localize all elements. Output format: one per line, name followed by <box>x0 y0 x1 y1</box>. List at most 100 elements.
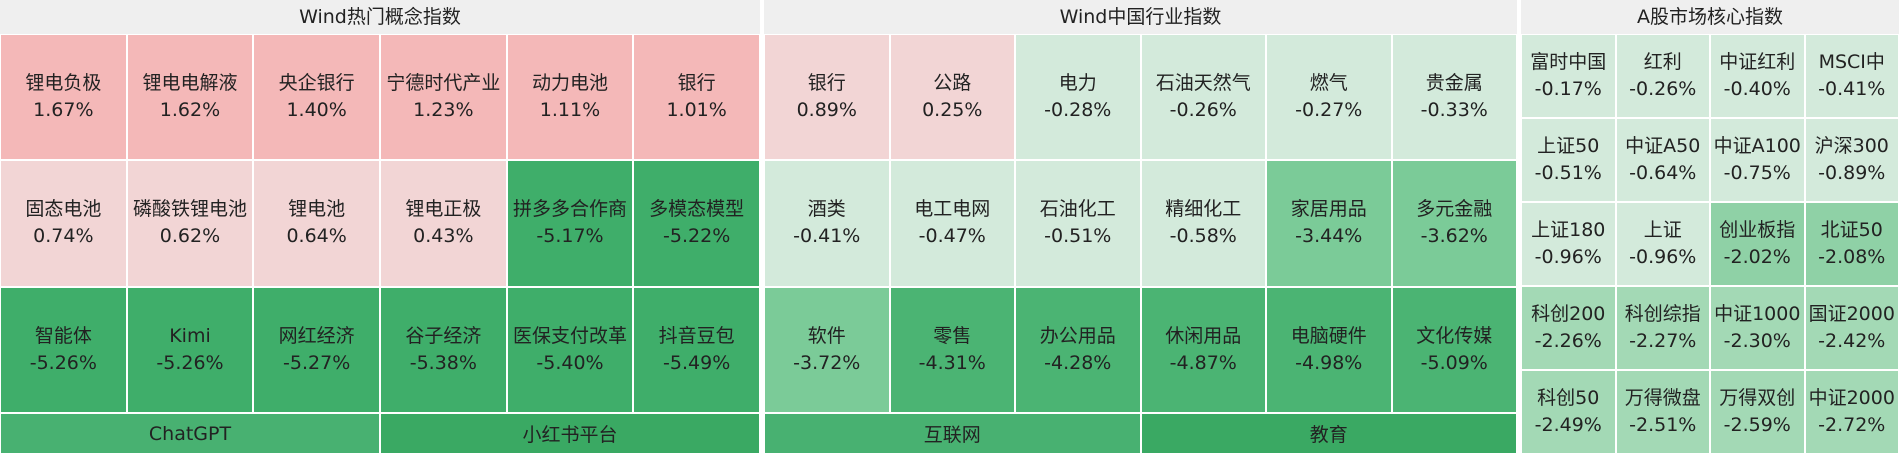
index-tile[interactable]: Kimi -5.26% <box>126 286 254 413</box>
tile-value: -0.26% <box>1629 78 1697 100</box>
index-tile[interactable]: 电脑硬件 -4.98% <box>1266 286 1392 413</box>
index-tile[interactable]: 电工电网 -0.47% <box>889 160 1015 287</box>
index-tile[interactable]: 红利 -0.26% <box>1615 34 1710 118</box>
tile-value: -0.96% <box>1534 246 1602 268</box>
tile-name: 中证A100 <box>1713 135 1801 157</box>
index-tile[interactable]: 宁德时代产业 1.23% <box>380 34 507 161</box>
tile-value: -5.22% <box>663 225 731 248</box>
index-tile[interactable]: 酒类 -0.41% <box>764 160 890 287</box>
tile-value: -0.96% <box>1629 246 1697 268</box>
index-tile[interactable]: 办公用品 -4.28% <box>1015 286 1141 413</box>
tile-value: 0.43% <box>413 225 474 248</box>
tile-value: -2.49% <box>1534 414 1602 436</box>
index-tile[interactable]: 中证A100 -0.75% <box>1710 118 1805 202</box>
tile-name: 沪深300 <box>1814 135 1889 157</box>
index-tile[interactable]: 锂电负极 1.67% <box>0 34 127 161</box>
index-tile[interactable]: 科创综指 -2.27% <box>1615 286 1710 370</box>
tile-value: -2.72% <box>1818 414 1886 436</box>
tile-value: -0.40% <box>1723 78 1791 100</box>
group-bar[interactable]: 互联网 <box>764 413 1141 454</box>
group-bar[interactable]: 小红书平台 <box>380 413 760 454</box>
tile-value: -3.72% <box>793 351 861 374</box>
index-tile[interactable]: 贵金属 -0.33% <box>1391 34 1517 161</box>
tile-name: 电脑硬件 <box>1290 324 1367 347</box>
index-tile[interactable]: 科创200 -2.26% <box>1521 286 1616 370</box>
tile-value: -4.28% <box>1044 351 1112 374</box>
index-tile[interactable]: 石油化工 -0.51% <box>1015 160 1141 287</box>
index-tile[interactable]: 休闲用品 -4.87% <box>1140 286 1266 413</box>
tile-value: -0.64% <box>1629 162 1697 184</box>
index-tile[interactable]: 电力 -0.28% <box>1015 34 1141 161</box>
tile-value: -5.26% <box>29 351 97 374</box>
tile-name: 万得双创 <box>1719 387 1796 409</box>
index-tile[interactable]: 动力电池 1.11% <box>506 34 634 161</box>
index-tile[interactable]: MSCI中 -0.41% <box>1804 34 1899 118</box>
group-bar[interactable]: 教育 <box>1140 413 1517 454</box>
panel-title: A股市场核心指数 <box>1521 0 1899 34</box>
tile-value: -2.51% <box>1629 414 1697 436</box>
tile-name: 宁德时代产业 <box>386 72 501 95</box>
index-tile[interactable]: 磷酸铁锂电池 0.62% <box>126 160 254 287</box>
tile-value: -2.30% <box>1723 330 1791 352</box>
index-tile[interactable]: 智能体 -5.26% <box>0 286 127 413</box>
index-tile[interactable]: 家居用品 -3.44% <box>1266 160 1392 287</box>
index-tile[interactable]: 中证红利 -0.40% <box>1710 34 1805 118</box>
index-tile[interactable]: 银行 0.89% <box>764 34 890 161</box>
index-tile[interactable]: 富时中国 -0.17% <box>1521 34 1616 118</box>
index-tile[interactable]: 固态电池 0.74% <box>0 160 127 287</box>
index-tile[interactable]: 央企银行 1.40% <box>253 34 380 161</box>
index-tile[interactable]: 锂电电解液 1.62% <box>126 34 254 161</box>
index-tile[interactable]: 中证A50 -0.64% <box>1615 118 1710 202</box>
index-tile[interactable]: 抖音豆包 -5.49% <box>633 286 760 413</box>
tile-name: 办公用品 <box>1039 324 1116 347</box>
tile-name: 磷酸铁锂电池 <box>132 198 247 221</box>
index-tile[interactable]: 公路 0.25% <box>889 34 1015 161</box>
index-tile[interactable]: 多元金融 -3.62% <box>1391 160 1517 287</box>
tile-name: 锂电池 <box>288 198 346 221</box>
index-tile[interactable]: 创业板指 -2.02% <box>1710 202 1805 286</box>
index-tile[interactable]: 文化传媒 -5.09% <box>1391 286 1517 413</box>
index-tile[interactable]: 谷子经济 -5.38% <box>380 286 507 413</box>
index-tile[interactable]: 银行 1.01% <box>633 34 760 161</box>
tile-value: -2.42% <box>1818 330 1886 352</box>
group-bar[interactable]: ChatGPT <box>0 413 380 454</box>
index-tile[interactable]: 万得双创 -2.59% <box>1710 370 1805 454</box>
tile-value: -2.27% <box>1629 330 1697 352</box>
tile-name: 上证50 <box>1537 135 1600 157</box>
tile-name: 石油化工 <box>1039 198 1116 221</box>
index-tile[interactable]: 零售 -4.31% <box>889 286 1015 413</box>
index-tile[interactable]: 拼多多合作商 -5.17% <box>506 160 634 287</box>
index-tile[interactable]: 燃气 -0.27% <box>1266 34 1392 161</box>
index-tile[interactable]: 上证 -0.96% <box>1615 202 1710 286</box>
index-tile[interactable]: 锂电正极 0.43% <box>380 160 507 287</box>
index-tile[interactable]: 上证50 -0.51% <box>1521 118 1616 202</box>
tile-value: -5.38% <box>409 351 477 374</box>
tile-value: -5.40% <box>536 351 604 374</box>
index-tile[interactable]: 沪深300 -0.89% <box>1804 118 1899 202</box>
tile-name: 富时中国 <box>1530 51 1607 73</box>
index-tile[interactable]: 上证180 -0.96% <box>1521 202 1616 286</box>
index-tile[interactable]: 中证1000 -2.30% <box>1710 286 1805 370</box>
index-tile[interactable]: 网红经济 -5.27% <box>253 286 380 413</box>
tile-value: -0.26% <box>1169 99 1237 122</box>
tile-value: -4.98% <box>1295 351 1363 374</box>
tile-value: -0.33% <box>1420 99 1488 122</box>
tile-name: 银行 <box>677 72 716 95</box>
index-tile[interactable]: 北证50 -2.08% <box>1804 202 1899 286</box>
index-tile[interactable]: 多模态模型 -5.22% <box>633 160 760 287</box>
index-tile[interactable]: 石油天然气 -0.26% <box>1140 34 1266 161</box>
index-tile[interactable]: 中证2000 -2.72% <box>1804 370 1899 454</box>
tile-value: 1.62% <box>159 99 221 122</box>
index-tile[interactable]: 医保支付改革 -5.40% <box>506 286 634 413</box>
index-tile[interactable]: 软件 -3.72% <box>764 286 890 413</box>
index-tile[interactable]: 科创50 -2.49% <box>1521 370 1616 454</box>
panel: Wind中国行业指数 银行 0.89% 公路 0.25% 电力 -0.28% 石油天然气 -0.… <box>764 0 1517 454</box>
tile-value: -0.17% <box>1534 78 1602 100</box>
index-tile[interactable]: 锂电池 0.64% <box>253 160 380 287</box>
tile-name: 锂电负极 <box>25 72 102 95</box>
index-tile[interactable]: 精细化工 -0.58% <box>1140 160 1266 287</box>
index-tile[interactable]: 万得微盘 -2.51% <box>1615 370 1710 454</box>
index-tile[interactable]: 国证2000 -2.42% <box>1804 286 1899 370</box>
tile-name: 软件 <box>807 324 846 347</box>
